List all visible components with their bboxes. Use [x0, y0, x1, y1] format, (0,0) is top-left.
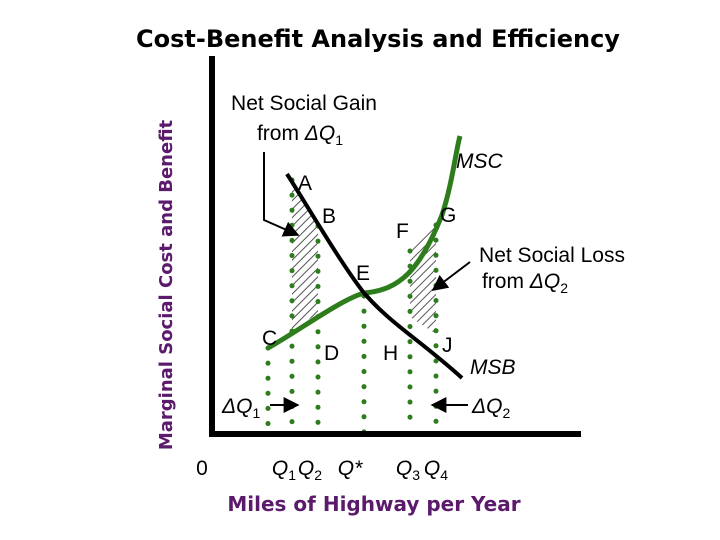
point-label-d: D — [324, 342, 339, 365]
x-tick-label: Q3 — [396, 457, 420, 483]
gain-arrow — [263, 152, 300, 237]
x-axis-label: Miles of Highway per Year — [227, 492, 520, 516]
x-tick-label: Q4 — [424, 457, 448, 483]
loss-arrow — [431, 261, 471, 291]
net-gain-area — [292, 180, 318, 329]
msc-curve — [266, 135, 463, 351]
x-tick-label: Q1 — [272, 457, 296, 483]
x-tick-label: Q* — [338, 457, 363, 480]
net-loss-area — [410, 225, 436, 334]
point-label-j: J — [442, 334, 453, 357]
origin-label: 0 — [196, 457, 208, 480]
delta-q2-label: ΔQ2 — [471, 395, 510, 421]
y-axis-label: Marginal Social Cost and Benefit — [156, 119, 177, 450]
loss-annotation-line1: Net Social Loss — [479, 244, 625, 267]
point-label-e: E — [356, 262, 370, 285]
gain-annotation-line2: from ΔQ1 — [257, 122, 343, 148]
point-label-f: F — [396, 220, 409, 243]
gain-annotation-line1: Net Social Gain — [231, 92, 377, 115]
x-tick-labels: Q1 Q2 Q* Q3 Q4 — [272, 457, 448, 483]
point-label-b: B — [322, 205, 336, 228]
x-tick-label: Q2 — [298, 457, 322, 483]
msb-curve — [285, 172, 464, 380]
chart-title: Cost-Benefit Analysis and Efficiency — [136, 25, 620, 53]
point-label-g: G — [440, 204, 456, 227]
point-label-a: A — [298, 172, 312, 195]
loss-annotation-line2: from ΔQ2 — [482, 270, 568, 296]
point-label-c: C — [262, 327, 277, 350]
msc-series-label: MSC — [456, 150, 504, 173]
point-label-h: H — [383, 342, 398, 365]
delta-q1-label: ΔQ1 — [221, 395, 260, 421]
msb-series-label: MSB — [470, 356, 516, 379]
